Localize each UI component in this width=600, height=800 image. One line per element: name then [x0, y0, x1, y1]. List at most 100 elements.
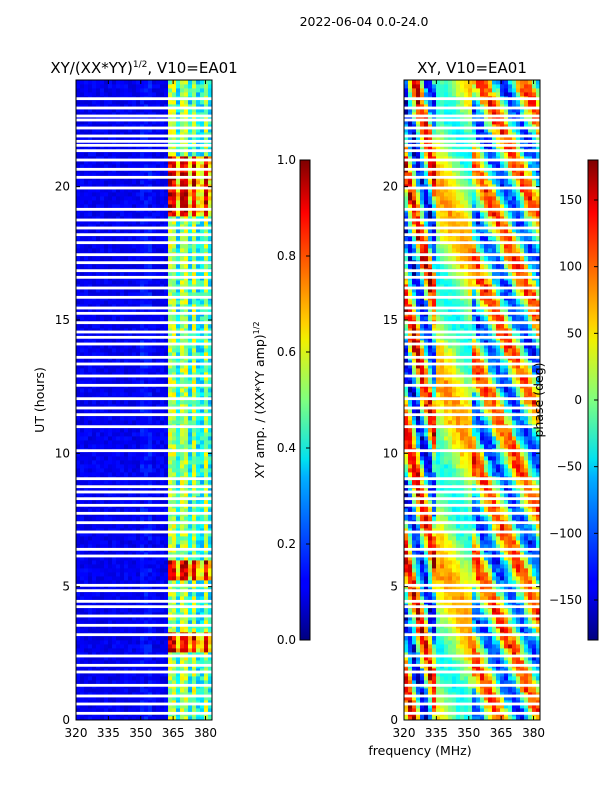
panel1-cell: [148, 544, 153, 549]
panel1-cell: [132, 428, 137, 433]
panel1-cell: [176, 368, 181, 373]
panel1-cell: [136, 352, 141, 357]
panel1-cell: [180, 688, 185, 693]
panel1-cell: [204, 628, 209, 633]
panel1-cell: [80, 220, 85, 225]
panel1-cell: [200, 160, 205, 165]
panel1-cell: [188, 368, 193, 373]
panel1-cell: [184, 700, 189, 705]
panel1-cell: [88, 516, 93, 521]
panel1-cell: [180, 620, 185, 625]
panel1-cell: [164, 500, 169, 505]
panel1-cell: [184, 444, 189, 449]
panel1-cell: [100, 288, 105, 293]
panel1-cell: [124, 616, 129, 621]
panel1-cell: [96, 500, 101, 505]
panel1-cell: [204, 436, 209, 441]
panel1-cell: [200, 400, 205, 405]
panel1-cell: [140, 696, 145, 701]
panel1-cell: [124, 472, 129, 477]
panel1-cell: [84, 688, 89, 693]
panel1-cell: [176, 264, 181, 269]
panel1-cell: [200, 444, 205, 449]
panel1-cell: [124, 676, 129, 681]
panel1-cell: [164, 388, 169, 393]
panel1-cell: [108, 136, 113, 141]
panel1-cell: [88, 364, 93, 369]
panel1-cell: [136, 472, 141, 477]
panel1-cell: [168, 152, 173, 157]
panel1-cell: [188, 516, 193, 521]
panel1-cell: [160, 488, 165, 493]
panel1-cell: [92, 280, 97, 285]
panel1-cell: [80, 640, 85, 645]
panel1-cell: [180, 340, 185, 345]
panel1-cell: [176, 660, 181, 665]
panel1-cell: [124, 188, 129, 193]
panel1-cell: [116, 696, 121, 701]
panel1-cell: [132, 680, 137, 685]
panel1-cell: [208, 340, 213, 345]
panel1-cell: [92, 248, 97, 253]
panel1-cell: [208, 700, 213, 705]
panel1-cell: [116, 456, 121, 461]
panel1-cell: [172, 648, 177, 653]
panel1-cell: [88, 404, 93, 409]
panel1-cell: [100, 192, 105, 197]
panel1-cell: [176, 572, 181, 577]
panel1-cell: [156, 220, 161, 225]
panel1-cell: [204, 348, 209, 353]
panel1-cell: [140, 216, 145, 221]
panel1-cell: [156, 700, 161, 705]
panel1-cell: [92, 400, 97, 405]
panel1-cell: [100, 432, 105, 437]
panel1-cell: [124, 688, 129, 693]
panel1-cell: [176, 672, 181, 677]
panel1-cell: [172, 188, 177, 193]
panel1-cell: [116, 524, 121, 529]
panel1-cell: [192, 136, 197, 141]
panel1-cell: [112, 616, 117, 621]
panel1-cell: [136, 220, 141, 225]
panel1-cell: [100, 344, 105, 349]
panel1-cell: [92, 472, 97, 477]
panel1-cell: [116, 420, 121, 425]
panel1-cell: [172, 256, 177, 261]
panel1-cell: [152, 640, 157, 645]
panel1-cell: [116, 360, 121, 365]
panel1-cell: [160, 228, 165, 233]
panel1-cell: [148, 636, 153, 641]
panel1-cell: [112, 688, 117, 693]
panel1-cell: [136, 444, 141, 449]
panel1-cell: [88, 464, 93, 469]
panel1-cell: [164, 652, 169, 657]
panel1-cell: [188, 388, 193, 393]
panel1-cell: [88, 552, 93, 557]
panel1-cell: [92, 692, 97, 697]
panel1-cell: [96, 428, 101, 433]
panel1-cell: [140, 680, 145, 685]
panel1-cell: [128, 180, 133, 185]
panel1-cell: [196, 324, 201, 329]
panel1-cell: [76, 196, 81, 201]
panel1-cell: [80, 540, 85, 545]
panel1-cell: [116, 552, 121, 557]
panel1-cell: [156, 264, 161, 269]
panel1-cell: [176, 556, 181, 561]
panel1-cell: [104, 516, 109, 521]
panel1-cell: [112, 640, 117, 645]
panel1-cell: [164, 196, 169, 201]
panel1-cell: [164, 432, 169, 437]
panel1-cell: [92, 348, 97, 353]
panel1-cell: [124, 420, 129, 425]
panel1-cell: [128, 188, 133, 193]
panel1-cell: [140, 368, 145, 373]
panel1-cell: [116, 376, 121, 381]
panel1-cell: [188, 188, 193, 193]
panel1-cell: [160, 700, 165, 705]
panel1-cell: [184, 420, 189, 425]
panel1-cell: [152, 392, 157, 397]
panel1-cell: [180, 532, 185, 537]
panel1-cell: [112, 456, 117, 461]
panel1-cell: [124, 508, 129, 513]
